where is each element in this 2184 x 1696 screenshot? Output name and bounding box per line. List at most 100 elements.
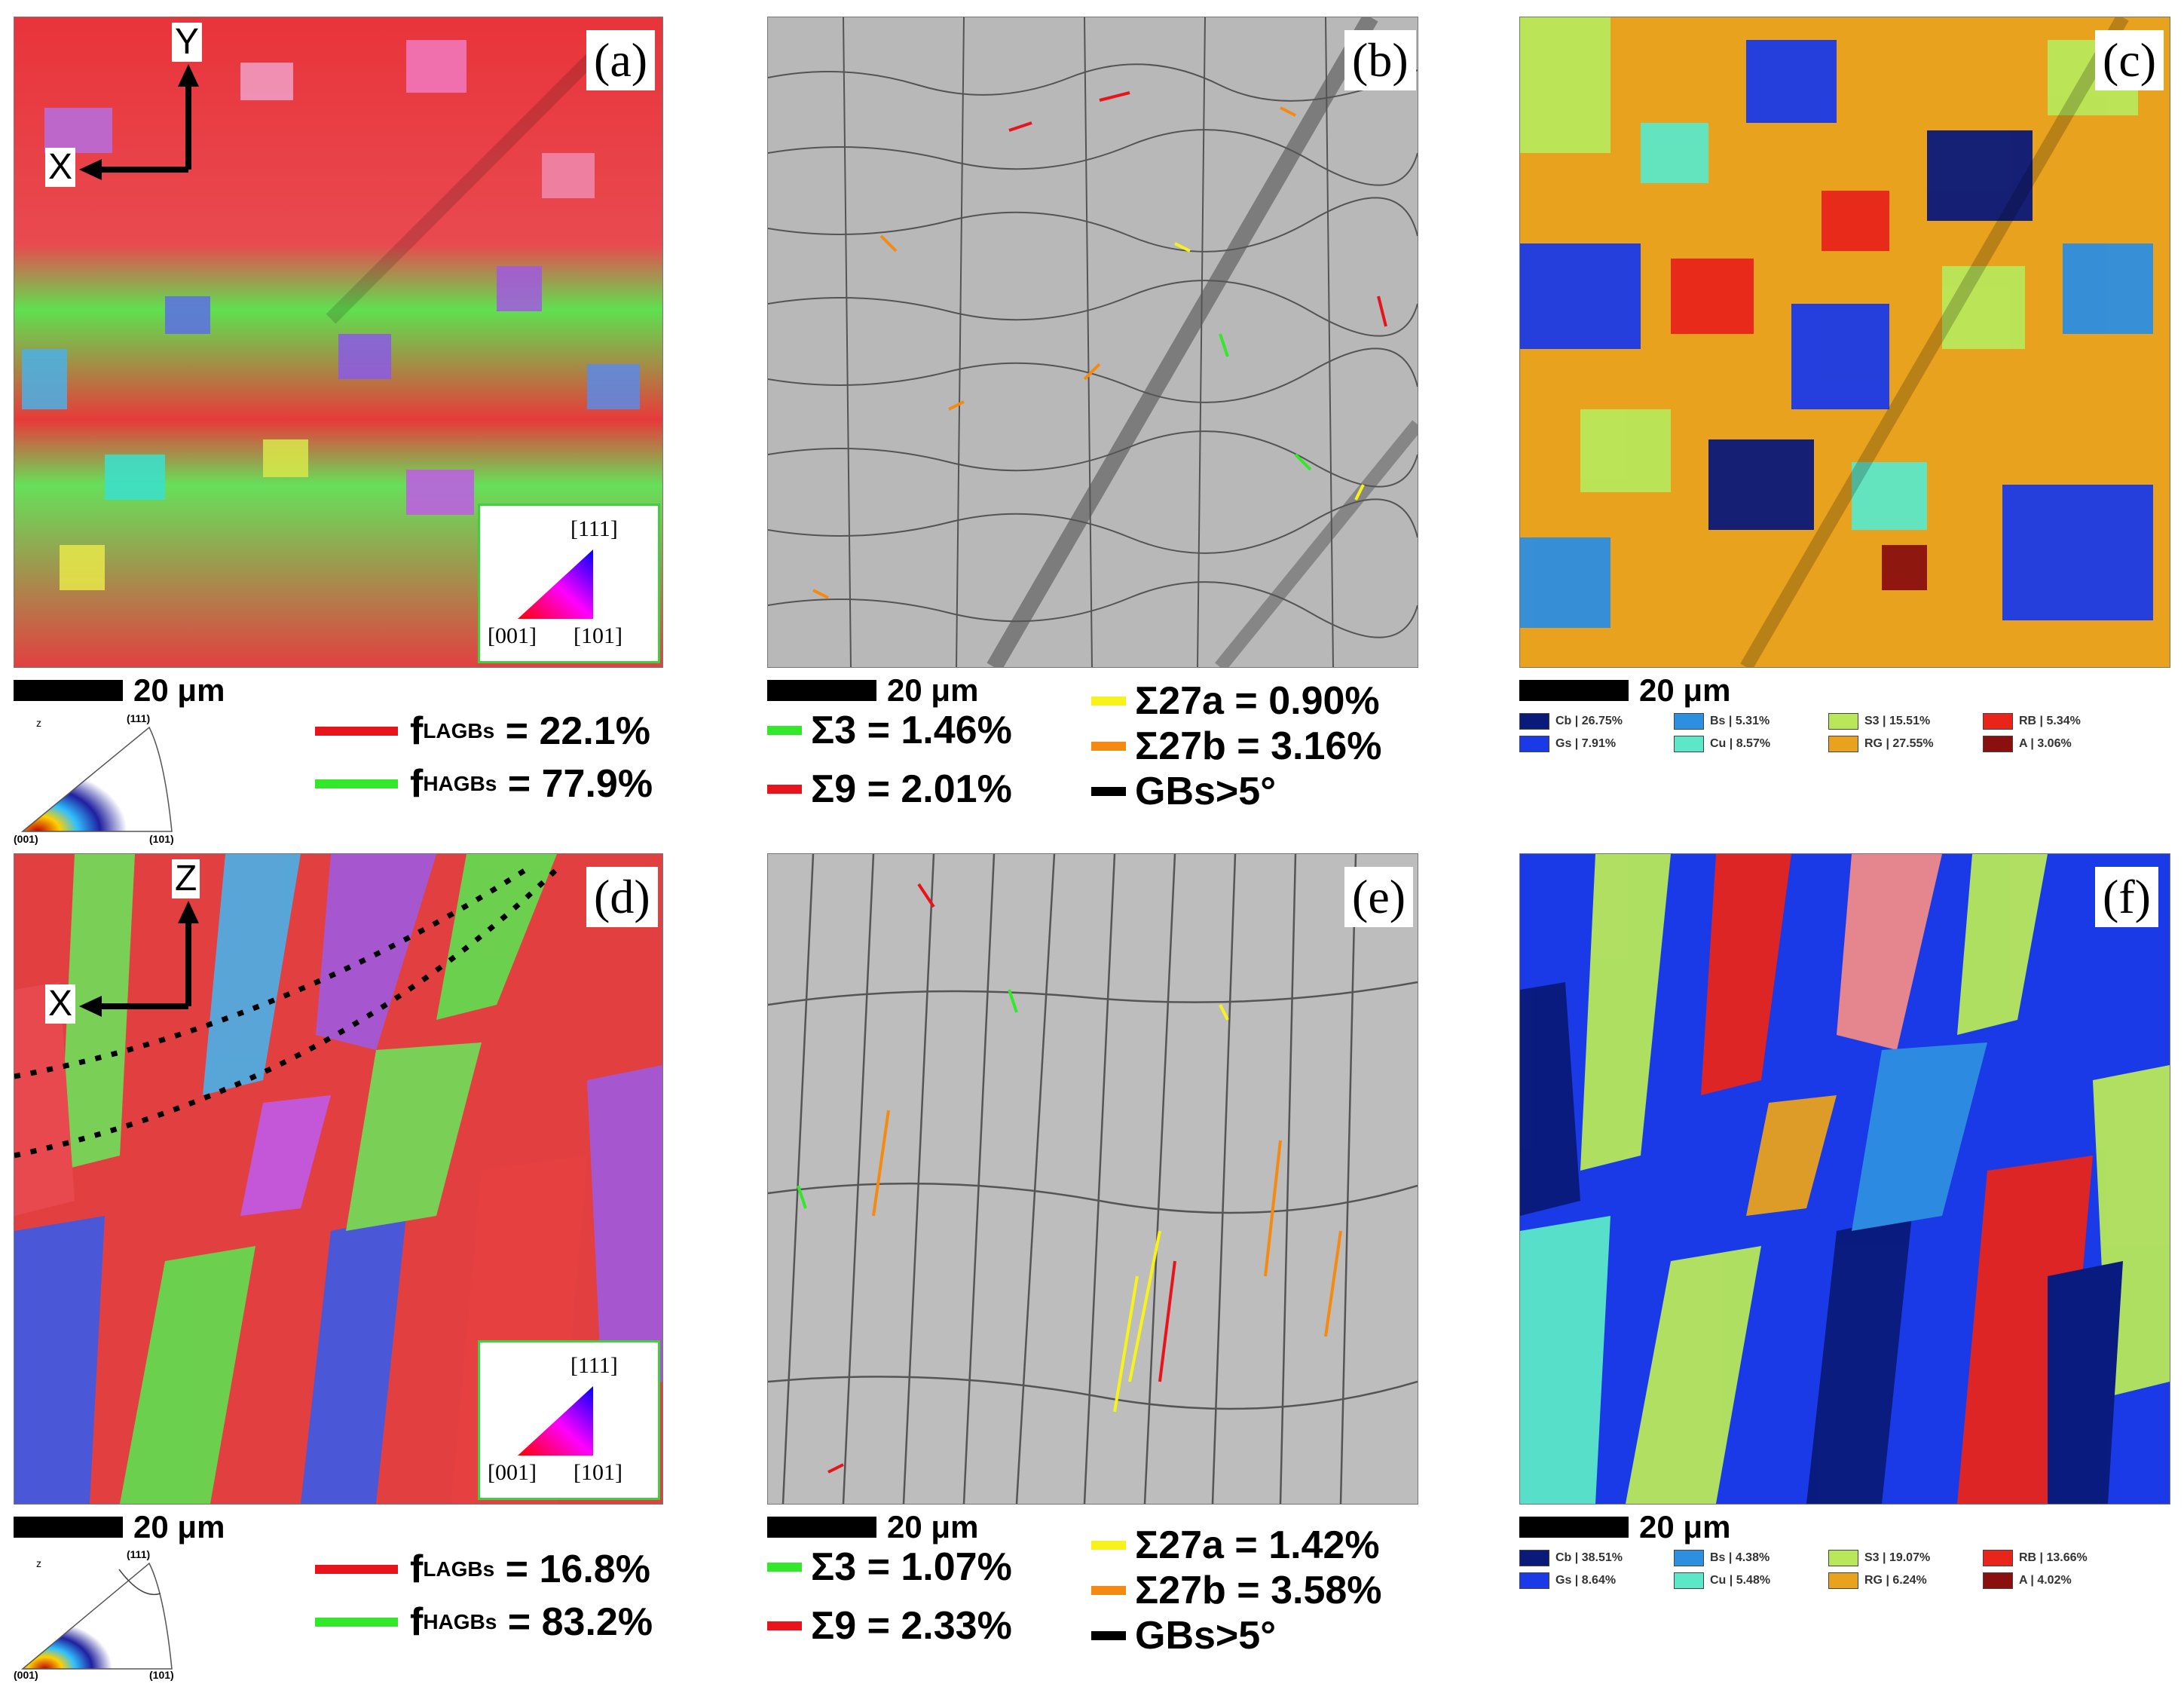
- texture-swatch: [1828, 1572, 1858, 1589]
- top-texture-item: RG | 27.55%: [1828, 736, 1983, 752]
- scale-bar-b: 20 μm: [767, 672, 978, 709]
- scale-bar-c: 20 μm: [1519, 672, 1730, 709]
- gb-top: GBs>5°: [1135, 770, 1277, 813]
- axes-indicator-a: Y X: [30, 23, 211, 196]
- ipf-color-key-a: [111] [001] [101]: [478, 504, 660, 663]
- ipf-key-right-a: [101]: [574, 623, 622, 648]
- ipf-key-top-d: [111]: [570, 1353, 618, 1378]
- texture-label: Bs | 4.38%: [1710, 1551, 1770, 1564]
- panel-label-d: (d): [586, 867, 658, 927]
- csl-map-e-image: [768, 854, 1418, 1504]
- csl-legend-bottom-left: Σ3 = 1.07% Σ9 = 2.33%: [767, 1538, 1012, 1655]
- pf-bottom-101: (101): [149, 1669, 174, 1681]
- s27b-bottom: Σ27b = 3.58%: [1135, 1569, 1382, 1612]
- csl-legend-top-left: Σ3 = 1.46% Σ9 = 2.01%: [767, 701, 1012, 819]
- panel-label-e: (e): [1344, 867, 1414, 927]
- scale-bar-e: 20 μm: [767, 1509, 978, 1545]
- ipf-triangle-icon: [518, 550, 593, 619]
- texture-swatch: [1983, 736, 2013, 752]
- top-texture-item: Cb | 26.75%: [1519, 713, 1674, 730]
- pf-bottom-001: (001): [14, 1669, 38, 1681]
- pole-figure-top-icon: [20, 726, 173, 832]
- hagb-fraction-top: f HAGBs = 77.9%: [315, 761, 653, 807]
- ipf-map-d-image: [14, 854, 662, 1504]
- pole-figure-bottom-icon: [20, 1562, 173, 1670]
- texture-label: Gs | 7.91%: [1555, 737, 1617, 750]
- axis-label-y-a: Y: [172, 23, 203, 62]
- axes-indicator-d: Z X: [30, 859, 211, 1033]
- texture-legend-bottom: Cb | 38.51% Bs | 4.38% S3 | 19.07% RB | 13.…: [1519, 1550, 2137, 1589]
- scale-bar-d: 20 μm: [14, 1509, 225, 1545]
- texture-label: Cb | 26.75%: [1555, 715, 1623, 727]
- texture-legend-top: Cb | 26.75% Bs | 5.31% S3 | 15.51% RB | 5.3…: [1519, 713, 2137, 752]
- pf-bottom-axis: z: [36, 1557, 41, 1569]
- ipf-triangle-icon: [518, 1386, 593, 1456]
- ipf-key-left-a: [001]: [488, 623, 537, 648]
- texture-label: A | 3.06%: [2019, 737, 2072, 750]
- pf-top-axis: z: [36, 717, 41, 729]
- s3-bottom: Σ3 = 1.07%: [811, 1545, 1012, 1589]
- bottom-texture-item: Bs | 4.38%: [1674, 1550, 1828, 1566]
- pf-bottom-111: (111): [127, 1548, 151, 1560]
- scale-bar-f: 20 μm: [1519, 1509, 1730, 1545]
- texture-label: Cu | 5.48%: [1710, 1574, 1771, 1587]
- axis-label-x-d: X: [45, 984, 76, 1024]
- bottom-texture-item: S3 | 19.07%: [1828, 1550, 1983, 1566]
- texture-swatch: [1519, 736, 1549, 752]
- texture-label: Cu | 8.57%: [1710, 737, 1771, 750]
- top-texture-item: Cu | 8.57%: [1674, 736, 1828, 752]
- bottom-texture-item: Cu | 5.48%: [1674, 1572, 1828, 1589]
- bottom-texture-item: RB | 13.66%: [1983, 1550, 2137, 1566]
- texture-swatch: [1519, 1572, 1549, 1589]
- ipf-map-d: [14, 853, 663, 1505]
- s3-top: Σ3 = 1.46%: [811, 709, 1012, 752]
- pole-figure-bottom: z (111) (001) (101): [14, 1547, 187, 1682]
- csl-legend-top-right: Σ27a = 0.90% Σ27b = 3.16% GBs>5°: [1091, 678, 1382, 814]
- top-texture-item: Bs | 5.31%: [1674, 713, 1828, 730]
- texture-swatch: [1519, 713, 1549, 730]
- top-texture-item: RB | 5.34%: [1983, 713, 2137, 730]
- ipf-key-top-a: [111]: [570, 516, 618, 541]
- panel-label-f: (f): [2095, 867, 2158, 927]
- ipf-key-left-d: [001]: [488, 1460, 537, 1485]
- texture-swatch: [1828, 736, 1858, 752]
- texture-label: S3 | 15.51%: [1864, 715, 1931, 727]
- texture-label: RB | 5.34%: [2019, 715, 2081, 727]
- panel-label-a: (a): [586, 30, 656, 90]
- texture-swatch: [1828, 713, 1858, 730]
- texture-map-f: [1519, 853, 2170, 1505]
- top-texture-item: Gs | 7.91%: [1519, 736, 1674, 752]
- csl-map-b-image: [768, 17, 1418, 667]
- texture-swatch: [1674, 1572, 1704, 1589]
- texture-map-c-image: [1520, 17, 2170, 667]
- texture-map-f-image: [1520, 854, 2170, 1504]
- pf-top-101: (101): [149, 833, 174, 845]
- hagb-fraction-bottom: f HAGBs = 83.2%: [315, 1600, 653, 1645]
- axis-label-x-a: X: [45, 148, 76, 187]
- texture-swatch: [1983, 1550, 2013, 1566]
- csl-legend-bottom-right: Σ27a = 1.42% Σ27b = 3.58% GBs>5°: [1091, 1523, 1382, 1658]
- texture-label: S3 | 19.07%: [1864, 1551, 1931, 1564]
- bottom-texture-item: Cb | 38.51%: [1519, 1550, 1674, 1566]
- lagb-fraction-top: f LAGBs = 22.1%: [315, 709, 650, 754]
- s9-top: Σ9 = 2.01%: [811, 767, 1012, 811]
- panel-label-c: (c): [2095, 30, 2164, 90]
- ipf-key-right-d: [101]: [574, 1460, 622, 1485]
- csl-map-b: [767, 17, 1418, 668]
- texture-label: RG | 6.24%: [1864, 1574, 1927, 1587]
- texture-swatch: [1828, 1550, 1858, 1566]
- axis-label-z-d: Z: [172, 859, 200, 899]
- s27a-bottom: Σ27a = 1.42%: [1135, 1523, 1380, 1567]
- texture-label: RG | 27.55%: [1864, 737, 1934, 750]
- texture-swatch: [1983, 713, 2013, 730]
- texture-swatch: [1674, 736, 1704, 752]
- texture-swatch: [1519, 1550, 1549, 1566]
- ipf-color-key-d: [111] [001] [101]: [478, 1340, 660, 1500]
- pf-top-111: (111): [127, 712, 151, 724]
- pole-figure-top: z (111) (001) (101): [14, 712, 187, 845]
- pf-top-001: (001): [14, 833, 38, 845]
- bottom-texture-item: A | 4.02%: [1983, 1572, 2137, 1589]
- top-texture-item: A | 3.06%: [1983, 736, 2137, 752]
- s27b-top: Σ27b = 3.16%: [1135, 724, 1382, 768]
- texture-label: Cb | 38.51%: [1555, 1551, 1623, 1564]
